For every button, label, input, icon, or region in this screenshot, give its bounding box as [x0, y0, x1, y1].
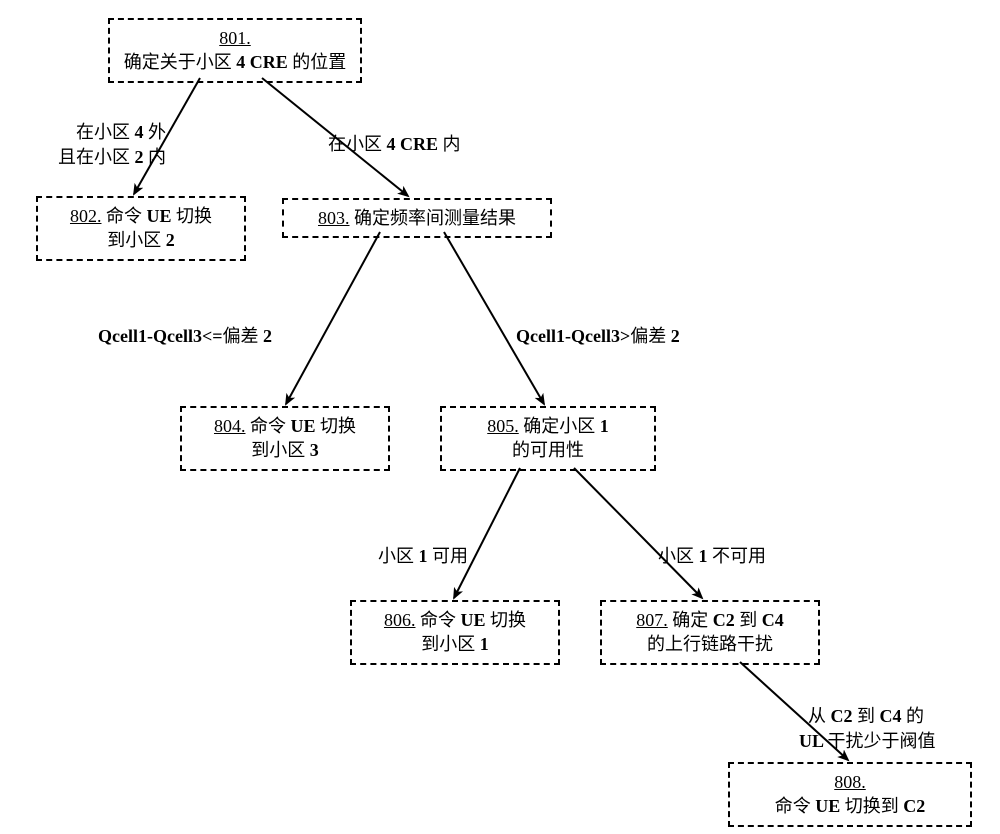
node-805: 805. 确定小区 1 的可用性 [440, 406, 656, 471]
node-804: 804. 命令 UE 切换 到小区 3 [180, 406, 390, 471]
step-num: 804. [214, 416, 246, 436]
node-802: 802. 命令 UE 切换 到小区 2 [36, 196, 246, 261]
node-text-line2: 到小区 1 [421, 634, 489, 654]
node-text: 确定 C2 到 C4 [668, 610, 784, 630]
edge-label-2: 在小区 4 CRE 内 [310, 108, 461, 181]
edge-label-7: 从 C2 到 C4 的 UL 干扰少于阀值 [790, 680, 936, 777]
step-num: 806. [384, 610, 416, 630]
edge-label-3: Qcell1-Qcell3<=偏差 2 [80, 300, 272, 373]
node-text-line2: 的上行链路干扰 [647, 634, 773, 654]
node-text: 确定关于小区 4 CRE 的位置 [124, 52, 347, 72]
node-text-line2: 到小区 2 [107, 230, 175, 250]
step-num: 801. [219, 28, 251, 48]
edge-label-6: 小区 1 不可用 [640, 520, 766, 593]
step-num: 807. [636, 610, 668, 630]
node-text: 命令 UE 切换 [101, 206, 212, 226]
node-text-line2: 的可用性 [512, 440, 584, 460]
edge-label-1: 在小区 4 外 且在小区 2 内 [58, 96, 166, 193]
node-807: 807. 确定 C2 到 C4 的上行链路干扰 [600, 600, 820, 665]
step-num: 803. [318, 208, 350, 228]
node-806: 806. 命令 UE 切换 到小区 1 [350, 600, 560, 665]
node-803: 803. 确定频率间测量结果 [282, 198, 552, 238]
node-text: 命令 UE 切换 [415, 610, 526, 630]
edge-label-5: 小区 1 可用 [360, 520, 468, 593]
node-text: 命令 UE 切换 [245, 416, 356, 436]
step-num: 805. [487, 416, 519, 436]
node-text: 确定小区 1 [519, 416, 609, 436]
edge-label-4: Qcell1-Qcell3>偏差 2 [498, 300, 680, 373]
node-801: 801. 确定关于小区 4 CRE 的位置 [108, 18, 362, 83]
flowchart-canvas: 801. 确定关于小区 4 CRE 的位置 802. 命令 UE 切换 到小区 … [0, 0, 1000, 834]
step-num: 802. [70, 206, 102, 226]
node-text: 命令 UE 切换到 C2 [775, 796, 926, 816]
node-text-line2: 到小区 3 [251, 440, 319, 460]
node-text: 确定频率间测量结果 [350, 208, 517, 228]
